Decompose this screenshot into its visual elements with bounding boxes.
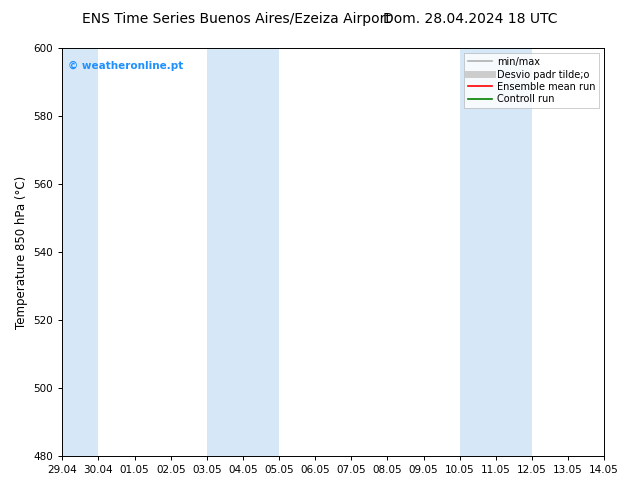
- Bar: [62, 49, 98, 456]
- Legend: min/max, Desvio padr tilde;o, Ensemble mean run, Controll run: min/max, Desvio padr tilde;o, Ensemble m…: [464, 53, 599, 108]
- Text: © weatheronline.pt: © weatheronline.pt: [68, 61, 183, 71]
- Text: ENS Time Series Buenos Aires/Ezeiza Airport: ENS Time Series Buenos Aires/Ezeiza Airp…: [82, 12, 391, 26]
- Bar: [460, 49, 532, 456]
- Bar: [207, 49, 279, 456]
- Y-axis label: Temperature 850 hPa (°C): Temperature 850 hPa (°C): [15, 175, 28, 329]
- Text: Dom. 28.04.2024 18 UTC: Dom. 28.04.2024 18 UTC: [384, 12, 558, 26]
